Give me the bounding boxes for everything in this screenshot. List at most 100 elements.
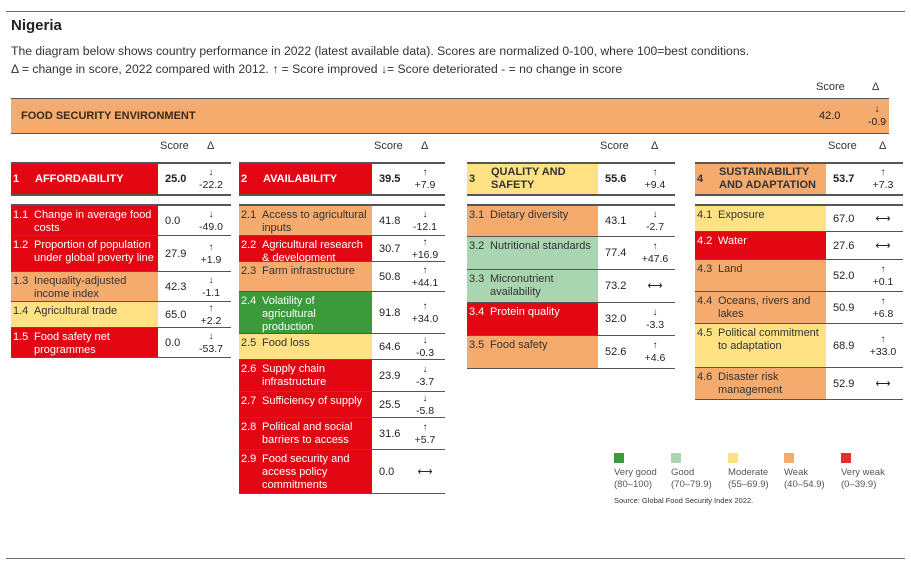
indicator-number: 4.1 bbox=[697, 209, 713, 221]
delta-value: +47.6 bbox=[641, 253, 669, 265]
pillar-number: 3 bbox=[469, 172, 476, 185]
indicator-score: 0.0 bbox=[158, 206, 191, 235]
delta-value: +34.0 bbox=[411, 312, 439, 325]
indicator-number: 3.4 bbox=[469, 306, 485, 318]
legend-label: Very good bbox=[614, 467, 657, 478]
legend-label: Moderate bbox=[728, 467, 769, 478]
pillar-row: 2 AVAILABILITY 39.5 ↑ +7.9 bbox=[239, 162, 445, 196]
no-change-icon: ⟷ bbox=[875, 239, 891, 252]
delta-value: +9.4 bbox=[644, 179, 666, 191]
pillar-score: 53.7 bbox=[826, 164, 863, 194]
pillar-column-4: Score Δ 4 SUSTAINABILITY AND ADAPTATION 53.7… bbox=[695, 138, 903, 400]
arrow-down-icon: ↓ bbox=[652, 307, 658, 318]
indicator-row: 3.4 Protein quality 32.0 ↓ -3.3 bbox=[467, 303, 675, 336]
delta-cell: ↑ +2.2 bbox=[191, 302, 231, 327]
indicator-label: Supply chain infrastructure bbox=[262, 363, 327, 388]
indicator-row: 4.4 Oceans, rivers and lakes 50.9 ↑ +6.8 bbox=[695, 292, 903, 324]
legend-item: Very good (80–100) bbox=[614, 453, 657, 491]
no-change-icon: ⟷ bbox=[647, 280, 663, 292]
indicator-name: 2.1 Access to agricultural inputs bbox=[239, 206, 372, 235]
indicator-label: Food safety net programmes bbox=[34, 331, 110, 356]
arrow-down-icon: ↓ bbox=[874, 103, 880, 115]
pillar-number: 4 bbox=[697, 172, 704, 185]
column-header: Score Δ bbox=[239, 138, 445, 162]
indicator-name: 2.2 Agricultural research & development bbox=[239, 236, 372, 264]
delta-value: -0.3 bbox=[415, 346, 435, 359]
delta-value: +4.6 bbox=[644, 352, 666, 364]
indicator-row: 3.1 Dietary diversity 43.1 ↓ -2.7 bbox=[467, 204, 675, 237]
indicator-number: 1.5 bbox=[13, 331, 29, 343]
delta-value: +16.9 bbox=[411, 248, 439, 261]
overall-delta: ↓ -0.9 bbox=[866, 103, 888, 129]
pillar-row: 1 AFFORDABILITY 25.0 ↓ -22.2 bbox=[11, 162, 231, 196]
delta-value: +6.8 bbox=[872, 307, 894, 320]
indicator-name: 1.3 Inequality-adjusted income index bbox=[11, 272, 158, 301]
delta-cell: ↓ -49.0 bbox=[191, 206, 231, 235]
indicator-score: 91.8 bbox=[372, 292, 405, 333]
indicator-score: 27.6 bbox=[826, 232, 863, 259]
indicator-name: 1.4 Agricultural trade bbox=[11, 302, 158, 327]
delta-value: -12.1 bbox=[413, 220, 437, 233]
indicator-row: 3.5 Food safety 52.6 ↑ +4.6 bbox=[467, 336, 675, 369]
indicator-row: 4.3 Land 52.0 ↑ +0.1 bbox=[695, 260, 903, 292]
overall-delta-header: Δ bbox=[872, 81, 880, 93]
pillar-label: AFFORDABILITY bbox=[35, 172, 124, 185]
indicator-score: 30.7 bbox=[372, 236, 405, 261]
indicator-name: 3.2 Nutritional standards bbox=[467, 237, 598, 269]
indicator-score: 67.0 bbox=[826, 206, 863, 231]
indicator-number: 3.3 bbox=[469, 273, 485, 285]
legend-range: (0–39.9) bbox=[841, 479, 877, 490]
indicator-score: 68.9 bbox=[826, 324, 863, 367]
delta-value: -2.7 bbox=[645, 221, 665, 233]
delta-cell: ↓ -22.2 bbox=[191, 164, 231, 194]
indicator-name: 2.5 Food loss bbox=[239, 334, 372, 359]
indicator-row: 2.8 Political and social barriers to acce… bbox=[239, 418, 445, 450]
indicator-name: 1.1 Change in average food costs bbox=[11, 206, 158, 235]
delta-cell: ↓ -1.1 bbox=[191, 272, 231, 301]
arrow-down-icon: ↓ bbox=[208, 208, 214, 220]
delta-cell: ⟷ bbox=[863, 206, 903, 231]
indicator-number: 2.9 bbox=[241, 453, 257, 465]
indicator-name: 1.5 Food safety net programmes bbox=[11, 328, 158, 357]
pillar-row: 3 QUALITY AND SAFETY 55.6 ↑ +9.4 bbox=[467, 162, 675, 196]
legend-range: (70–79.9) bbox=[671, 479, 712, 490]
delta-cell: ↑ +0.1 bbox=[863, 260, 903, 291]
pillar-number: 2 bbox=[241, 172, 248, 185]
column-header: Score Δ bbox=[695, 138, 903, 162]
delta-cell: ↓ -5.8 bbox=[405, 392, 445, 417]
indicator-label: Proportion of population under global po… bbox=[34, 239, 154, 264]
legend-item: Moderate (55–69.9) bbox=[728, 453, 769, 491]
arrow-up-icon: ↑ bbox=[422, 300, 428, 312]
delta-value: -1.1 bbox=[201, 286, 221, 299]
indicator-name: 3.1 Dietary diversity bbox=[467, 206, 598, 236]
delta-value: +0.1 bbox=[872, 275, 894, 288]
delta-cell: ⟷ bbox=[863, 232, 903, 259]
indicator-number: 3.2 bbox=[469, 240, 485, 252]
overall-label: FOOD SECURITY ENVIRONMENT bbox=[21, 110, 196, 122]
indicator-label: Farm infrastructure bbox=[262, 265, 355, 277]
indicator-label: Food security and access policy commitme… bbox=[262, 453, 350, 491]
indicator-label: Land bbox=[718, 263, 743, 275]
indicator-score: 32.0 bbox=[598, 303, 635, 335]
indicator-label: Exposure bbox=[718, 209, 765, 221]
no-change-icon: ⟷ bbox=[875, 377, 891, 390]
delta-cell: ↑ +9.4 bbox=[635, 164, 675, 194]
indicator-score: 77.4 bbox=[598, 237, 635, 269]
delta-cell: ↑ +7.3 bbox=[863, 164, 903, 194]
indicator-score: 25.5 bbox=[372, 392, 405, 417]
arrow-down-icon: ↓ bbox=[208, 274, 214, 286]
indicator-name: 4.5 Political commitment to adaptation bbox=[695, 324, 826, 367]
indicator-number: 1.4 bbox=[13, 305, 29, 317]
delta-cell: ↓ -0.3 bbox=[405, 334, 445, 359]
indicator-score: 0.0 bbox=[372, 450, 405, 493]
pillar-column-1: Score Δ 1 AFFORDABILITY 25.0 ↓ -22.2 1.1 Change … bbox=[11, 138, 231, 358]
column-header: Score Δ bbox=[467, 138, 675, 162]
delta-header: Δ bbox=[421, 140, 429, 152]
delta-value: +44.1 bbox=[411, 276, 439, 289]
arrow-up-icon: ↑ bbox=[422, 421, 428, 433]
indicator-number: 2.1 bbox=[241, 209, 257, 221]
indicator-label: Political and social barriers to access bbox=[262, 421, 353, 446]
delta-cell: ↑ +16.9 bbox=[405, 236, 445, 261]
indicator-number: 2.3 bbox=[241, 265, 257, 277]
indicator-score: 64.6 bbox=[372, 334, 405, 359]
